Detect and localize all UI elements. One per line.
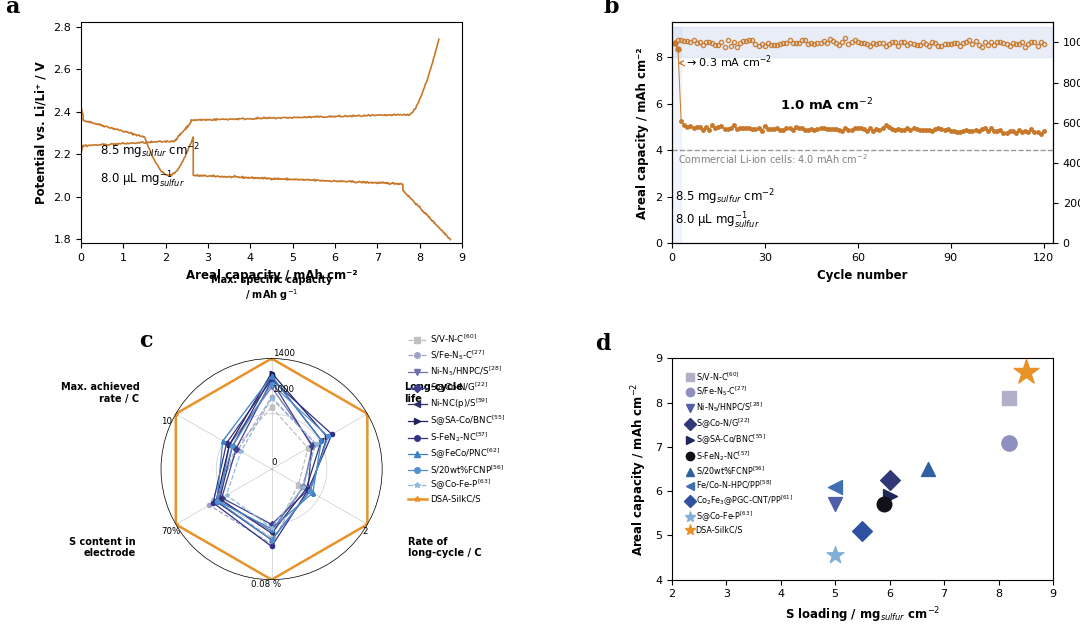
Point xyxy=(826,482,843,492)
Y-axis label: Areal capacity / mAh cm⁻²: Areal capacity / mAh cm⁻² xyxy=(636,47,649,218)
Point xyxy=(881,490,899,501)
Point xyxy=(826,499,843,510)
X-axis label: Cycle number: Cycle number xyxy=(818,269,907,282)
Point xyxy=(854,526,872,536)
Point xyxy=(881,475,899,485)
Text: 8.0 μL mg$^{-1}_{sulfur}$: 8.0 μL mg$^{-1}_{sulfur}$ xyxy=(100,170,185,190)
Y-axis label: Areal capacity / mAh cm$^{-2}$: Areal capacity / mAh cm$^{-2}$ xyxy=(630,382,649,555)
Text: d: d xyxy=(595,333,611,355)
Text: S content in
electrode: S content in electrode xyxy=(69,537,136,559)
Text: Long-cycle
life: Long-cycle life xyxy=(404,382,462,404)
Point xyxy=(1001,438,1018,448)
Legend: S/V-N-C$^{[60]}$, S/Fe-N$_5$-C$^{[27]}$, Ni-N$_5$/HNPC/S$^{[28]}$, S@Co-N/G$^{[2: S/V-N-C$^{[60]}$, S/Fe-N$_5$-C$^{[27]}$,… xyxy=(684,367,796,538)
Text: 1000: 1000 xyxy=(272,385,295,394)
Text: Rate of
long-cycle / C: Rate of long-cycle / C xyxy=(407,537,482,559)
Text: 8.5 mg$_{sulfur}$ cm$^{-2}$: 8.5 mg$_{sulfur}$ cm$^{-2}$ xyxy=(675,188,775,207)
Point xyxy=(1017,367,1035,377)
Text: 1.0 mA cm$^{-2}$: 1.0 mA cm$^{-2}$ xyxy=(780,97,874,114)
Point xyxy=(919,464,936,474)
Text: a: a xyxy=(4,0,19,18)
Text: 0: 0 xyxy=(271,458,278,467)
Text: b: b xyxy=(604,0,619,18)
Text: 0.08 %: 0.08 % xyxy=(251,580,281,589)
Text: Max. specific capacity
/ mAh g$^{-1}$: Max. specific capacity / mAh g$^{-1}$ xyxy=(211,275,333,303)
Point xyxy=(826,550,843,561)
Text: 1400: 1400 xyxy=(272,350,295,359)
Point xyxy=(876,499,893,510)
Text: 2: 2 xyxy=(363,527,368,536)
Text: Max. achieved
rate / C: Max. achieved rate / C xyxy=(60,382,139,404)
Text: 8.5 mg$_{sulfur}$ cm$^{-2}$: 8.5 mg$_{sulfur}$ cm$^{-2}$ xyxy=(100,141,200,161)
Text: c: c xyxy=(139,331,152,352)
Y-axis label: Potential vs. Li/Li⁺ / V: Potential vs. Li/Li⁺ / V xyxy=(35,62,48,204)
Legend: S/V-N-C$^{[60]}$, S/Fe-N$_5$-C$^{[27]}$, Ni-N$_5$/HNPC/S$^{[28]}$, S@Co-N/G$^{[2: S/V-N-C$^{[60]}$, S/Fe-N$_5$-C$^{[27]}$,… xyxy=(404,329,509,507)
Text: → 0.3 mA cm$^{-2}$: → 0.3 mA cm$^{-2}$ xyxy=(686,54,771,70)
Text: 70%: 70% xyxy=(161,527,180,536)
Text: 8.0 μL mg$^{-1}_{sulfur}$: 8.0 μL mg$^{-1}_{sulfur}$ xyxy=(675,211,760,231)
X-axis label: S loading / mg$_{sulfur}$ cm$^{-2}$: S loading / mg$_{sulfur}$ cm$^{-2}$ xyxy=(785,605,940,624)
Point xyxy=(1001,393,1018,403)
Text: 10: 10 xyxy=(161,417,172,426)
X-axis label: Areal capacity / mAh cm⁻²: Areal capacity / mAh cm⁻² xyxy=(186,269,357,282)
Text: Commercial Li-ion cells: 4.0 mAh cm$^{-2}$: Commercial Li-ion cells: 4.0 mAh cm$^{-2… xyxy=(678,152,868,166)
